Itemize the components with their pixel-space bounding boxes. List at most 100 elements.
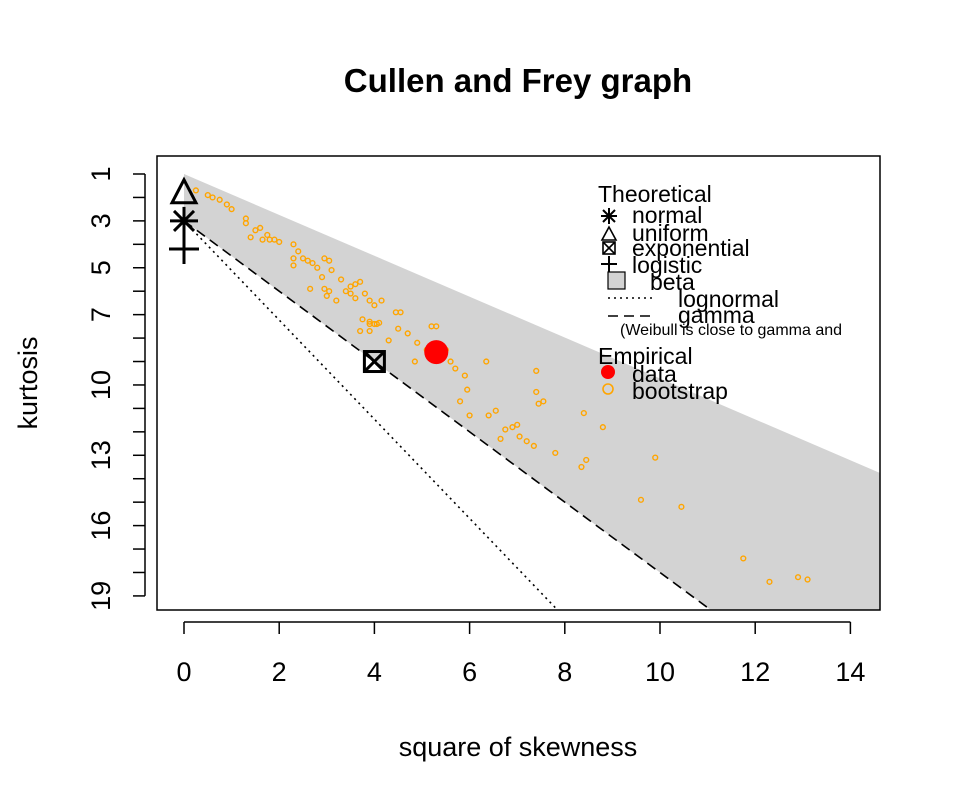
legend-beta-label: beta bbox=[650, 269, 695, 295]
bootstrap-point bbox=[347, 283, 354, 290]
bootstrap-point bbox=[456, 398, 464, 405]
bootstrap-point bbox=[304, 257, 311, 264]
theoretical-points bbox=[169, 176, 386, 374]
bootstrap-point bbox=[516, 433, 523, 440]
bootstrap-point bbox=[385, 337, 392, 344]
bootstrap-point bbox=[404, 330, 411, 337]
bootstrap-point bbox=[497, 435, 504, 442]
bootstrap-point bbox=[247, 234, 254, 241]
bootstrap-point bbox=[307, 285, 314, 292]
x-tick-label: 10 bbox=[645, 657, 675, 687]
legend-logistic-label: logistic bbox=[632, 252, 702, 278]
bootstrap-point bbox=[466, 412, 473, 419]
bootstrap-point bbox=[414, 339, 421, 346]
bootstrap-point bbox=[523, 438, 530, 445]
bootstrap-point bbox=[357, 278, 364, 285]
legend-logistic-icon bbox=[601, 256, 617, 272]
y-axis-label: kurtosis bbox=[13, 336, 43, 429]
bootstrap-point bbox=[242, 215, 249, 222]
bootstrap-point bbox=[347, 290, 354, 297]
legend-lognormal-label: lognormal bbox=[678, 286, 779, 312]
bootstrap-point bbox=[321, 255, 328, 262]
y-tick-label: 3 bbox=[86, 213, 116, 228]
bootstrap-point bbox=[309, 259, 316, 267]
bootstrap-point bbox=[264, 231, 271, 239]
bootstrap-point bbox=[395, 325, 402, 332]
bootstrap-point bbox=[337, 276, 345, 283]
bootstrap-point bbox=[333, 297, 340, 304]
legend-empirical-title: Empirical bbox=[598, 343, 693, 369]
y-tick-label: 1 bbox=[86, 166, 116, 181]
x-tick-label: 6 bbox=[462, 657, 477, 687]
legend-exponential-icon bbox=[602, 241, 616, 255]
bootstrap-point bbox=[740, 555, 747, 562]
bootstrap-point bbox=[464, 386, 471, 393]
bootstrap-point bbox=[192, 187, 200, 194]
bootstrap-point bbox=[637, 496, 645, 503]
bootstrap-point bbox=[276, 238, 283, 246]
data-point bbox=[424, 340, 449, 365]
y-tick-label: 19 bbox=[86, 581, 116, 611]
legend-theoretical-title: Theoretical bbox=[598, 181, 712, 207]
bootstrap-point bbox=[209, 194, 216, 201]
bootstrap-point bbox=[352, 295, 359, 302]
bootstrap-point bbox=[321, 285, 328, 292]
legend-data-icon bbox=[601, 365, 615, 379]
x-tick-label: 14 bbox=[835, 657, 865, 687]
bootstrap-point bbox=[578, 463, 585, 471]
bootstrap-point bbox=[411, 358, 418, 365]
bootstrap-point bbox=[376, 319, 383, 326]
legend-data-label: data bbox=[632, 361, 677, 387]
legend-bootstrap-icon bbox=[602, 383, 614, 395]
legend: Theoretical normal uniform exponential l… bbox=[598, 181, 842, 404]
bootstrap-point bbox=[502, 426, 509, 433]
bootstrap-point bbox=[599, 424, 606, 431]
bootstrap-point bbox=[295, 248, 302, 255]
x-tick-label: 0 bbox=[176, 657, 191, 687]
bootstrap-point bbox=[533, 388, 540, 396]
bootstrap-point bbox=[290, 262, 297, 269]
y-tick-label: 13 bbox=[86, 440, 116, 470]
bootstrap-point bbox=[678, 503, 685, 510]
bootstrap-points bbox=[192, 187, 811, 585]
bootstrap-point bbox=[259, 236, 266, 243]
plot-frame bbox=[156, 155, 881, 611]
bootstrap-point bbox=[794, 574, 802, 581]
bootstrap-point bbox=[342, 288, 349, 295]
bootstrap-point bbox=[766, 578, 773, 585]
bootstrap-point bbox=[433, 323, 440, 330]
bootstrap-point bbox=[271, 236, 278, 243]
bootstrap-point bbox=[540, 398, 547, 405]
bootstrap-point bbox=[371, 302, 378, 309]
bootstrap-point bbox=[290, 241, 297, 248]
bootstrap-point bbox=[326, 288, 333, 295]
legend-beta-icon bbox=[607, 271, 626, 290]
normal-point bbox=[170, 206, 198, 235]
gamma-line bbox=[183, 220, 713, 610]
bootstrap-point bbox=[216, 196, 223, 203]
bootstrap-point bbox=[257, 224, 264, 232]
bootstrap-point bbox=[492, 407, 499, 414]
legend-uniform-label: uniform bbox=[632, 220, 709, 246]
x-tick-label: 12 bbox=[740, 657, 770, 687]
x-tick-label: 2 bbox=[272, 657, 287, 687]
bootstrap-point bbox=[323, 292, 330, 299]
legend-bootstrap-label: bootstrap bbox=[632, 378, 728, 404]
bootstrap-point bbox=[359, 316, 366, 323]
chart-title: Cullen and Frey graph bbox=[344, 62, 692, 99]
bootstrap-point bbox=[580, 409, 587, 417]
bootstrap-point bbox=[328, 267, 335, 274]
bootstrap-point bbox=[318, 274, 326, 281]
bootstrap-point bbox=[397, 309, 404, 316]
legend-normal-label: normal bbox=[632, 202, 702, 228]
bootstrap-point bbox=[290, 255, 297, 262]
bootstrap-point bbox=[299, 255, 307, 262]
bootstrap-point bbox=[552, 449, 559, 457]
bootstrap-point bbox=[535, 400, 542, 407]
bootstrap-point bbox=[447, 358, 454, 365]
y-tick-label: 10 bbox=[86, 370, 116, 400]
bootstrap-point bbox=[583, 456, 590, 464]
x-axis-label: square of skewness bbox=[399, 732, 638, 762]
x-tick-label: 8 bbox=[557, 657, 572, 687]
